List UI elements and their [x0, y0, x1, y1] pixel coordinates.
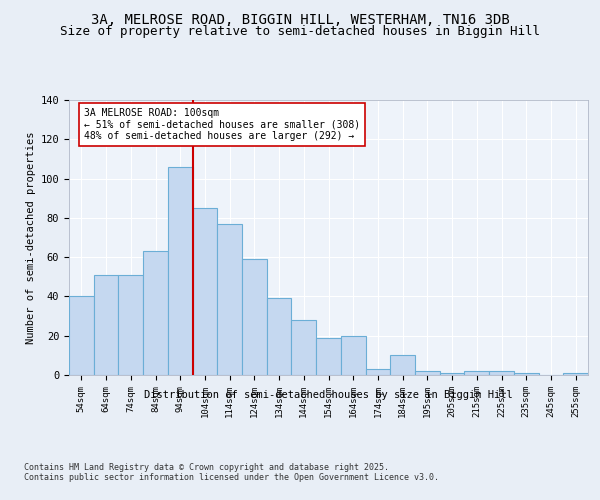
- Bar: [217, 224, 242, 375]
- Text: Distribution of semi-detached houses by size in Biggin Hill: Distribution of semi-detached houses by …: [145, 390, 513, 400]
- Bar: [489, 371, 514, 375]
- Bar: [390, 356, 415, 375]
- Bar: [69, 296, 94, 375]
- Bar: [143, 251, 168, 375]
- Bar: [563, 373, 588, 375]
- Y-axis label: Number of semi-detached properties: Number of semi-detached properties: [26, 131, 37, 344]
- Bar: [267, 298, 292, 375]
- Text: 3A MELROSE ROAD: 100sqm
← 51% of semi-detached houses are smaller (308)
48% of s: 3A MELROSE ROAD: 100sqm ← 51% of semi-de…: [84, 108, 360, 141]
- Text: 3A, MELROSE ROAD, BIGGIN HILL, WESTERHAM, TN16 3DB: 3A, MELROSE ROAD, BIGGIN HILL, WESTERHAM…: [91, 12, 509, 26]
- Bar: [316, 338, 341, 375]
- Bar: [242, 259, 267, 375]
- Bar: [341, 336, 365, 375]
- Text: Size of property relative to semi-detached houses in Biggin Hill: Size of property relative to semi-detach…: [60, 25, 540, 38]
- Bar: [193, 208, 217, 375]
- Bar: [365, 369, 390, 375]
- Bar: [118, 275, 143, 375]
- Text: Contains HM Land Registry data © Crown copyright and database right 2025.
Contai: Contains HM Land Registry data © Crown c…: [24, 462, 439, 482]
- Bar: [94, 275, 118, 375]
- Bar: [514, 373, 539, 375]
- Bar: [292, 320, 316, 375]
- Bar: [168, 167, 193, 375]
- Bar: [440, 373, 464, 375]
- Bar: [415, 371, 440, 375]
- Bar: [464, 371, 489, 375]
